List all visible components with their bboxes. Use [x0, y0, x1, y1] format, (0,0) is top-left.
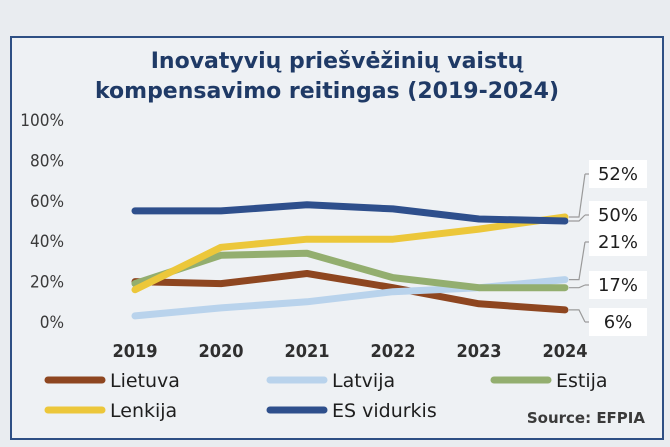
source-label: Source: EFPIA [527, 409, 646, 427]
callout-value-label: 21% [598, 232, 638, 253]
y-tick-label: 0% [40, 313, 64, 333]
y-tick-label: 100% [20, 111, 64, 131]
chart-title-line-2: kompensavimo reitingas (2019-2024) [95, 79, 559, 104]
line-chart: Inovatyvių priešvėžinių vaistų kompensav… [20, 49, 647, 427]
y-tick-label: 20% [30, 273, 64, 293]
callout-leader-line [569, 284, 586, 289]
callout-box [589, 160, 647, 188]
x-tick-label: 2020 [198, 341, 243, 362]
series-line-estija [131, 249, 569, 292]
legend-label-es-vidurkis: ES vidurkis [332, 400, 437, 422]
callout-value-label: 17% [598, 275, 638, 296]
series-line-es-vidurkis [131, 201, 569, 225]
callout-box [589, 308, 647, 336]
legend-label-estija: Estija [556, 370, 608, 392]
callout-value-label: 50% [598, 205, 638, 226]
callout-value-label: 6% [604, 312, 633, 333]
x-tick-label: 2024 [542, 341, 587, 362]
callout-leader-line [569, 173, 586, 218]
chart-frame: Inovatyvių priešvėžinių vaistų kompensav… [10, 36, 664, 440]
legend-label-lenkija: Lenkija [110, 400, 177, 422]
x-tick-label: 2023 [456, 341, 501, 362]
series-line-lenkija [131, 213, 569, 294]
x-tick-label: 2021 [284, 341, 329, 362]
y-tick-label: 40% [30, 232, 64, 252]
callout-leader-line [569, 214, 586, 222]
chart-title-line-1: Inovatyvių priešvėžinių vaistų [151, 49, 524, 74]
legend-label-latvija: Latvija [332, 370, 395, 392]
x-tick-label: 2022 [370, 341, 415, 362]
y-tick-label: 80% [30, 151, 64, 171]
callout-leader-line [569, 241, 586, 281]
legend-label-lietuva: Lietuva [110, 370, 180, 392]
x-tick-label: 2019 [112, 341, 157, 362]
y-tick-label: 60% [30, 192, 64, 212]
callout-box [589, 228, 647, 256]
callout-box [589, 201, 647, 229]
callout-box [589, 271, 647, 299]
series-line-lietuva [131, 270, 569, 314]
callout-leader-line [569, 309, 586, 323]
callout-value-label: 52% [598, 164, 638, 185]
